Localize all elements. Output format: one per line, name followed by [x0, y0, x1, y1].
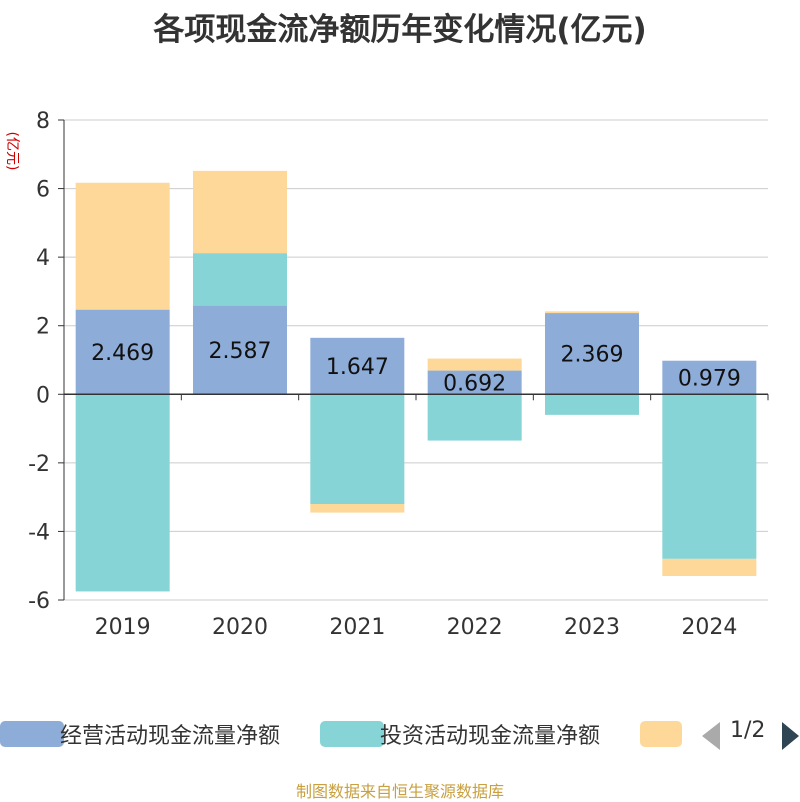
bar-investing-2022 — [427, 394, 522, 441]
data-label-2021: 1.647 — [326, 355, 389, 380]
chart-area: -6 -4 -2 0 2 4 6 8 (亿元) 2.469 2.587 1.647 0.692 2.369… — [4, 109, 769, 640]
y-tick-label: 6 — [36, 178, 50, 203]
y-tick-label: -2 — [28, 452, 50, 477]
legend-swatch-operating — [0, 721, 64, 747]
data-label-2020: 2.587 — [209, 339, 272, 364]
legend-item-investing[interactable]: 投资活动现金流量净额 — [320, 716, 625, 752]
y-tick-label: 8 — [36, 109, 50, 134]
bar-financing-2019 — [75, 182, 170, 310]
bar-financing-2023 — [545, 311, 639, 314]
bar-financing-2022 — [427, 358, 522, 371]
y-tick-label: 0 — [36, 383, 50, 408]
x-tick-label: 2019 — [95, 615, 151, 640]
data-label-2019: 2.469 — [91, 341, 154, 366]
pager-next-icon[interactable] — [780, 720, 800, 752]
data-label-2022: 0.692 — [443, 371, 506, 396]
legend-item-financing[interactable] — [640, 716, 685, 752]
bar-investing-2020 — [193, 253, 287, 306]
y-tick-label: -4 — [28, 520, 50, 545]
bar-investing-2019 — [75, 394, 170, 592]
legend: 经营活动现金流量净额 投资活动现金流量净额 — [0, 716, 800, 752]
x-tick-label: 2021 — [329, 615, 385, 640]
bar-operating-2023 — [545, 313, 639, 395]
y-tick-label: 4 — [36, 246, 50, 271]
x-tick-label: 2020 — [212, 615, 268, 640]
pager-text: 1/2 — [730, 718, 766, 743]
y-tick-label: -6 — [28, 589, 50, 614]
bar-investing-2021 — [310, 394, 405, 504]
chart-title: 各项现金流净额历年变化情况(亿元) — [153, 12, 647, 48]
bar-financing-2021 — [310, 504, 405, 513]
legend-label-operating: 经营活动现金流量净额 — [60, 724, 281, 749]
legend-swatch-investing — [320, 721, 384, 747]
x-tick-label: 2022 — [447, 615, 503, 640]
y-tick-label: 2 — [36, 315, 50, 340]
source-note: 制图数据来自恒生聚源数据库 — [295, 782, 504, 801]
bar-investing-2023 — [545, 394, 639, 415]
y-axis-label: (亿元) — [4, 132, 20, 171]
x-tick-label: 2024 — [681, 615, 737, 640]
pager-prev-icon[interactable] — [700, 720, 722, 752]
bar-operating-2021 — [310, 337, 405, 395]
data-label-2023: 2.369 — [561, 343, 624, 368]
bar-financing-2024 — [662, 558, 757, 576]
bar-operating-2024 — [662, 360, 757, 395]
bar-operating-2019 — [75, 309, 170, 395]
bar-investing-2024 — [662, 394, 757, 559]
data-label-2024: 0.979 — [678, 367, 741, 392]
bar-operating-2020 — [193, 305, 287, 395]
legend-swatch-financing — [640, 721, 682, 747]
bar-financing-2020 — [193, 170, 287, 254]
legend-label-investing: 投资活动现金流量净额 — [380, 724, 601, 749]
legend-item-operating[interactable]: 经营活动现金流量净额 — [0, 716, 305, 752]
x-tick-label: 2023 — [564, 615, 620, 640]
bar-operating-2022 — [427, 370, 522, 395]
